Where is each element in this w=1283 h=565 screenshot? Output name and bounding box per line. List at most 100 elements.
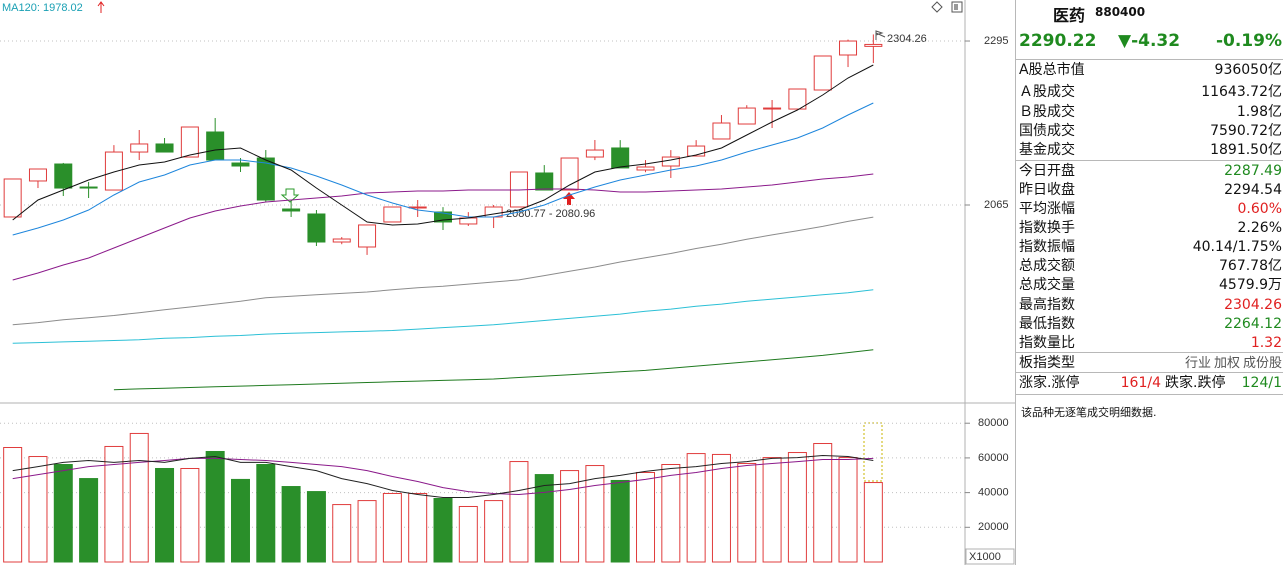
volume-bar [332, 504, 352, 563]
candle-body [737, 107, 756, 125]
volume-bar [79, 478, 99, 563]
volume-bar [155, 467, 175, 563]
volume-bar [180, 467, 200, 563]
stock-code: 880400 [1095, 5, 1146, 19]
highlight-box [863, 422, 883, 482]
volume-bar [509, 461, 529, 563]
row-value: 1.98亿 [1236, 104, 1282, 120]
volume-bar [3, 447, 23, 563]
row-label: Ｂ股成交 [1019, 104, 1075, 120]
breadth-value: 124/1 [1241, 375, 1282, 391]
candle-body [712, 122, 731, 140]
row-value: 2287.49 [1224, 163, 1282, 179]
info-row: 今日开盘 2287.49 [1019, 162, 1282, 181]
volume-bar [53, 464, 73, 563]
row-label: 指数换手 [1019, 220, 1075, 236]
info-row: 平均涨幅 0.60% [1019, 200, 1282, 219]
row-value: 936050亿 [1214, 62, 1282, 78]
candle-body [28, 168, 47, 182]
info-row: 最低指数 2264.12 [1019, 315, 1282, 334]
row-label: 板指类型 [1019, 355, 1075, 371]
separator [1016, 160, 1283, 161]
volume-bar [433, 498, 453, 563]
row-label: 最低指数 [1019, 316, 1075, 332]
row-value: 1891.50亿 [1210, 142, 1282, 158]
info-row: 指数量比 1.32 [1019, 334, 1282, 353]
ma-line [12, 454, 874, 498]
candle-body [54, 163, 73, 189]
volume-bar [585, 465, 605, 563]
sell-signal [280, 188, 300, 203]
candle-body [332, 238, 351, 243]
candle-body [358, 224, 377, 248]
info-row: 国债成交 7590.72亿 [1019, 122, 1282, 141]
candle-body [585, 149, 604, 158]
volume-bar [787, 452, 807, 563]
icon-square[interactable] [951, 1, 963, 13]
volume-bar [711, 453, 731, 563]
low-annotation: 2080.77 - 2080.96 [506, 208, 595, 220]
candle-body [180, 126, 199, 158]
price: 2290.22 [1019, 31, 1097, 51]
ma-line [12, 289, 874, 344]
candle-body [560, 157, 579, 191]
high-flag [875, 30, 886, 40]
volume-bar [205, 450, 225, 563]
candle-body [535, 172, 554, 191]
separator [1016, 59, 1283, 60]
row-label: 最高指数 [1019, 297, 1075, 313]
row-label: A股总市值 [1019, 62, 1085, 78]
quote-panel: 医药 880400 2290.22 ▼-4.32 -0.19% A股总市值 936… [1015, 0, 1283, 565]
volume-bar [484, 500, 504, 563]
y-tick-label: 2295 [984, 35, 1008, 47]
icon-square-inner [954, 4, 958, 10]
info-row: 昨日收盘 2294.54 [1019, 181, 1282, 200]
volume-bar [661, 464, 681, 563]
candle-body [3, 178, 22, 218]
info-row: Ｂ股成交 1.98亿 [1019, 103, 1282, 122]
board-option[interactable]: 行业 [1184, 356, 1211, 371]
change: ▼-4.32 [1118, 31, 1181, 51]
y-tick-label: 20000 [978, 521, 1009, 533]
candle-body [687, 145, 706, 157]
row-value: 11643.72亿 [1201, 84, 1282, 100]
volume-bar [357, 500, 377, 563]
ma-line [12, 216, 874, 326]
volume-bar [560, 470, 580, 563]
board-option[interactable]: 加权 [1213, 356, 1240, 371]
candle-body [282, 208, 301, 212]
volume-bar [104, 445, 124, 563]
breadth-value: 161/4 [1120, 375, 1161, 391]
breadth-row: 涨家.涨停 161/4 跌家.跌停 124/1 [1019, 374, 1282, 393]
volume-bar [281, 486, 301, 563]
candle-body [79, 186, 98, 189]
candle-body [611, 147, 630, 169]
row-label: 国债成交 [1019, 123, 1075, 139]
volume-bar [737, 462, 757, 563]
board-option[interactable]: 成份股 [1242, 356, 1282, 371]
ma-line [12, 457, 874, 496]
icon-diamond[interactable] [931, 1, 943, 13]
y-tick-label: 2065 [984, 199, 1008, 211]
info-row: 指数换手 2.26% [1019, 219, 1282, 238]
row-value: 2.26% [1237, 220, 1282, 236]
buy-signal [563, 192, 575, 205]
info-row: 指数振幅 40.14/1.75% [1019, 238, 1282, 257]
candle-body [839, 40, 858, 56]
candle-body [636, 166, 655, 171]
info-row: 总成交额 767.78亿 [1019, 257, 1282, 276]
row-label: 指数量比 [1019, 335, 1075, 351]
row-value: 2264.12 [1224, 316, 1282, 332]
y-tick-label: 60000 [978, 452, 1009, 464]
candle-body [130, 143, 149, 153]
volume-bar [762, 457, 782, 563]
indicator-arrow [97, 1, 105, 13]
ma-line [113, 349, 874, 391]
volume-bar [686, 453, 706, 563]
separator [1016, 372, 1283, 373]
high-annotation: 2304.26 [887, 33, 927, 45]
separator [1016, 394, 1283, 395]
volume-bar [534, 474, 554, 563]
row-label: 基金成交 [1019, 142, 1075, 158]
candle-body [788, 88, 807, 110]
